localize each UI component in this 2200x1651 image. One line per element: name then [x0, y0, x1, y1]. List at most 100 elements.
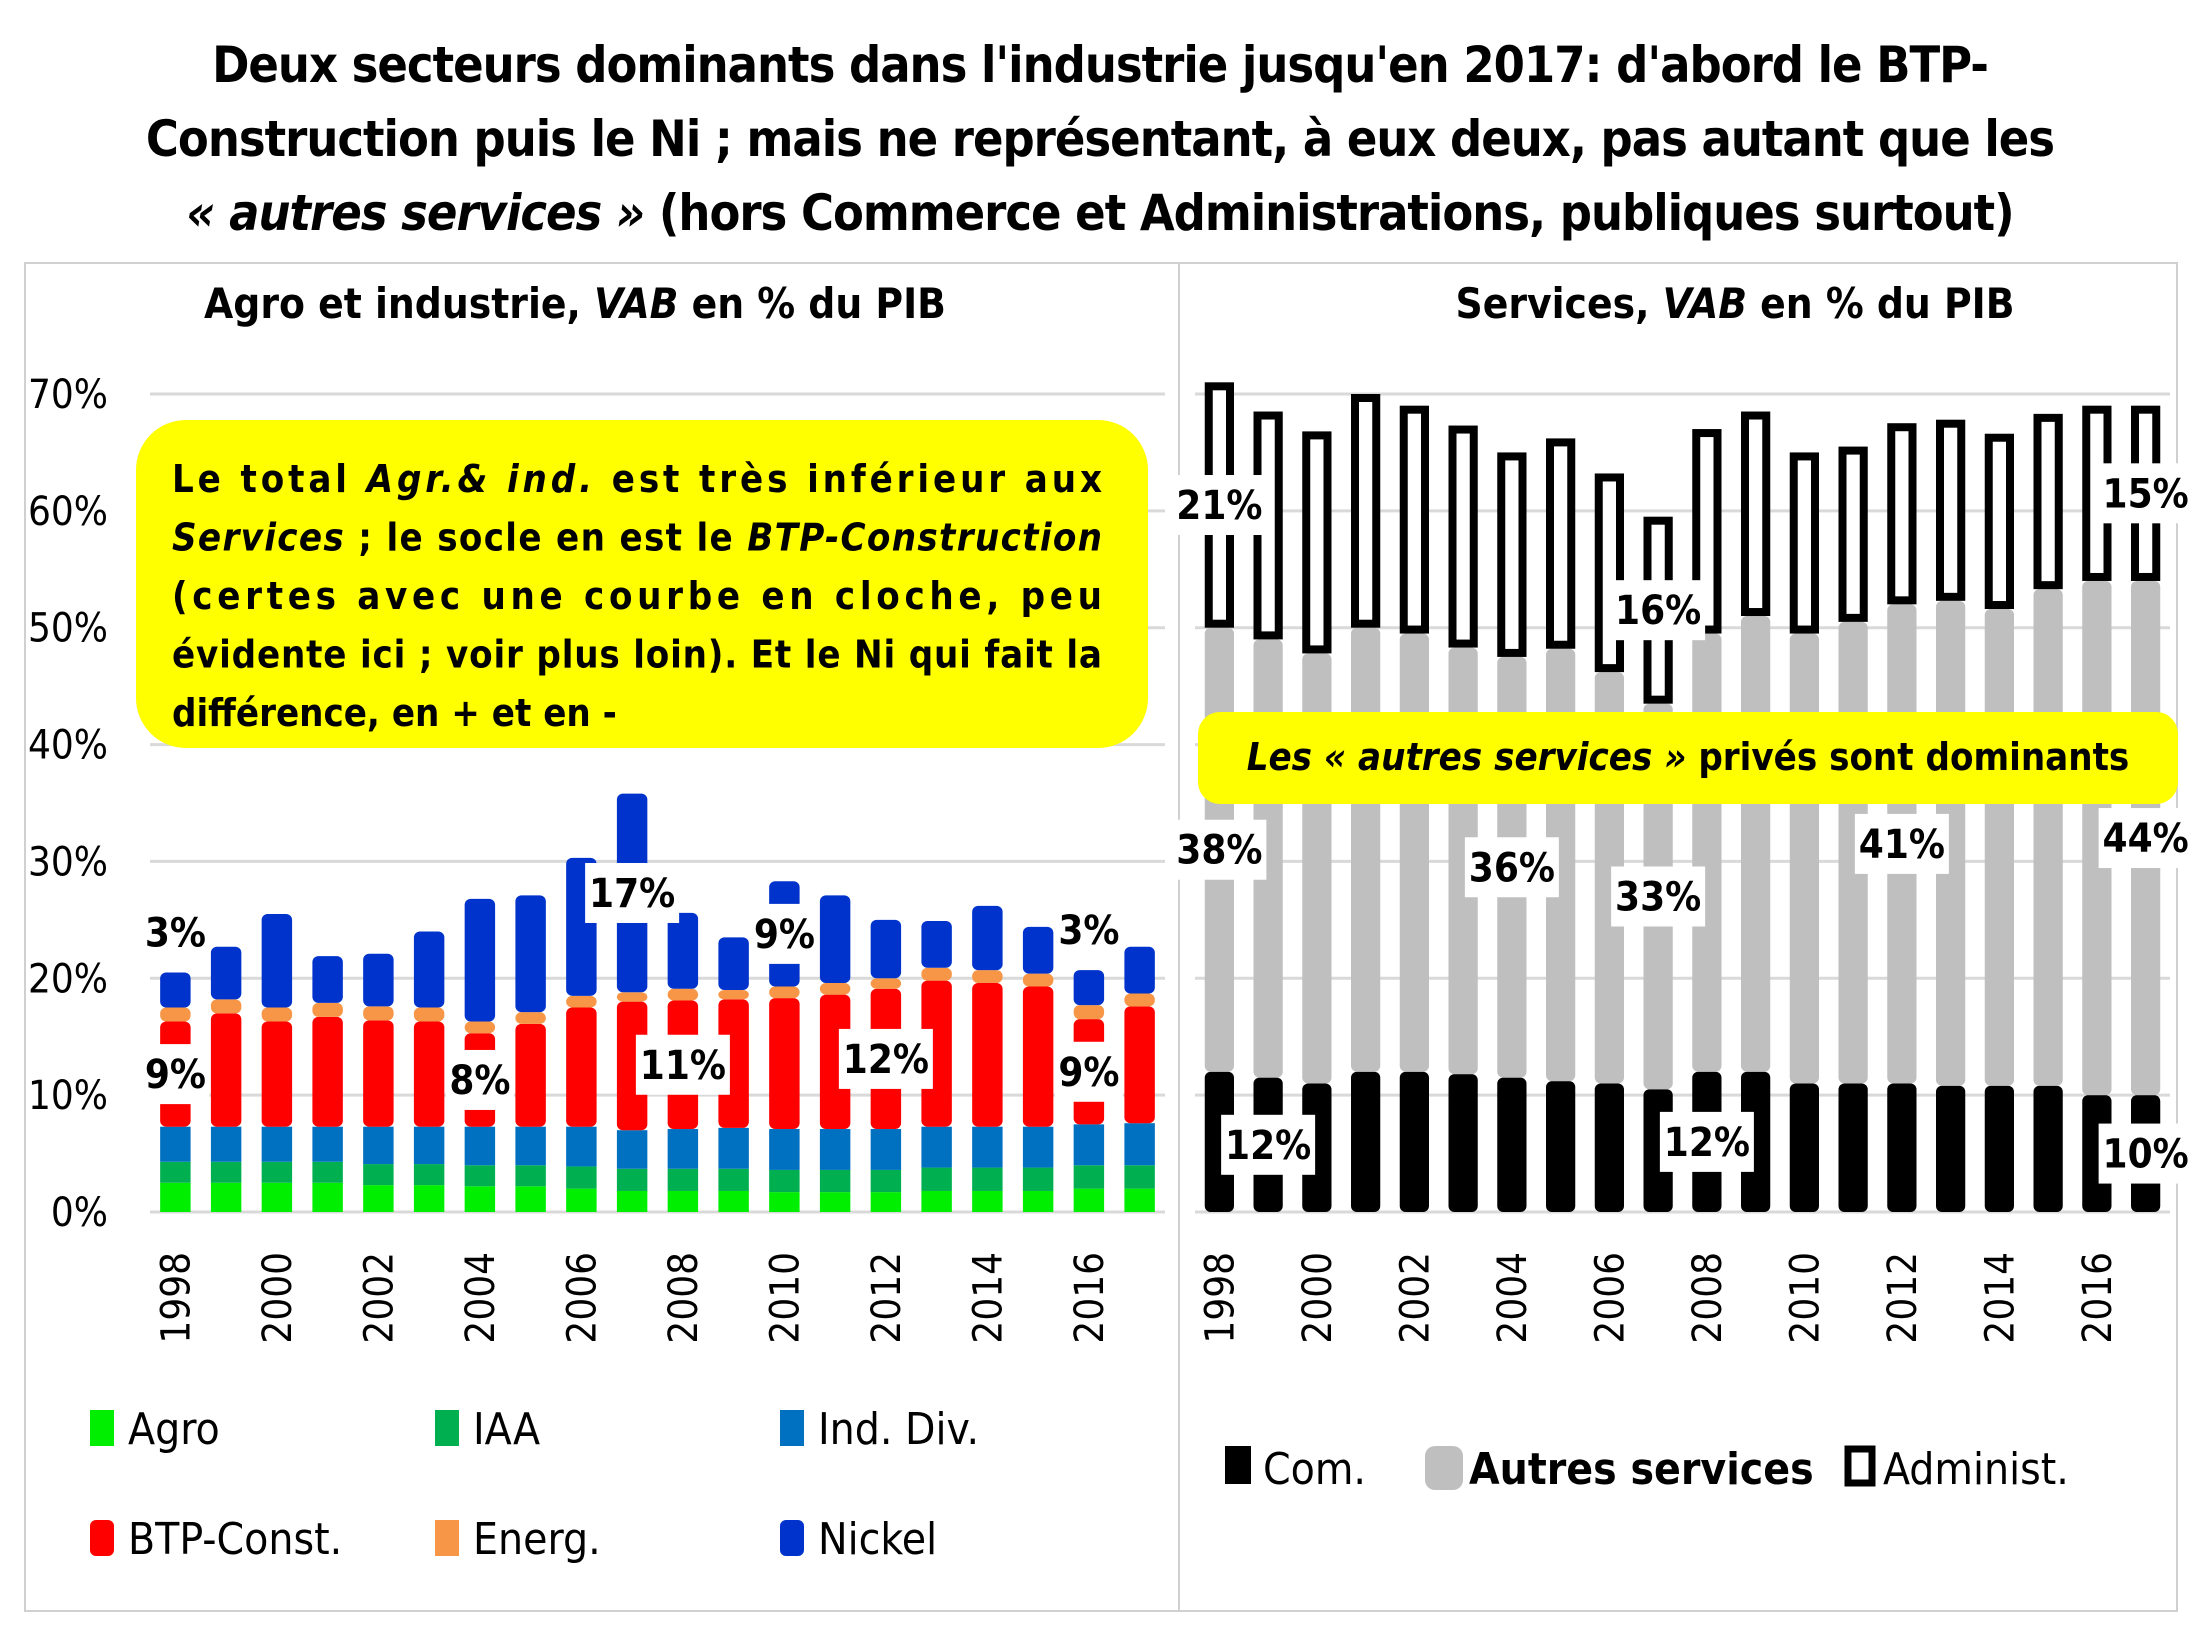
y-tick-label: 10%	[28, 1073, 108, 1119]
bar-nickel-2017	[1124, 946, 1155, 994]
x-tick-label: 2016	[2075, 1252, 2121, 1344]
x-tick-label: 2010	[762, 1252, 808, 1344]
chart-panel-2: Services, VAB en % du PIB 1998 2000 2002 200…	[1172, 279, 2193, 1495]
bar-administ--2012	[1887, 423, 1917, 605]
legend-swatch-iaa	[435, 1410, 459, 1446]
bar-ind-div--2008	[667, 1129, 699, 1169]
bar-btp-const--2014	[972, 982, 1003, 1127]
title-line-3-rest: (hors Commerce et Administrations, publi…	[644, 184, 2015, 242]
x-tick-label: 2008	[1685, 1252, 1731, 1344]
data-label-bg	[1611, 580, 1706, 641]
bar-agro-2007	[616, 1190, 648, 1212]
x-tick-label: 2002	[356, 1252, 402, 1344]
bar-energ--2014	[972, 970, 1003, 983]
chart-title-tail: en % du PIB	[678, 279, 945, 328]
annotation-segment: (certes avec une courbe en cloche, peu	[172, 574, 1102, 618]
data-label: 9%	[145, 1052, 206, 1098]
bar-autres-services-2016	[2082, 580, 2112, 1096]
data-label: 17%	[589, 871, 675, 917]
bar-energ--2009	[718, 989, 749, 1000]
bar-nickel-1998	[160, 972, 191, 1008]
data-label-bg	[2098, 1123, 2193, 1184]
bar-nickel-2009	[718, 937, 749, 990]
data-label: 21%	[1176, 483, 1262, 529]
bar-agro-2003	[413, 1185, 445, 1212]
bar-com--2001	[1351, 1071, 1381, 1212]
bar-ind-div--2000	[261, 1126, 293, 1162]
bar-autres-services-2014	[1984, 609, 2014, 1086]
x-tick-label: 2014	[1977, 1252, 2023, 1344]
bar-iaa-2001	[312, 1161, 343, 1183]
bar-com--2014	[1984, 1085, 2014, 1212]
data-label: 15%	[2103, 471, 2189, 517]
data-label-bg	[1172, 475, 1267, 536]
data-label-bg	[1054, 900, 1123, 961]
bar-ind-div--2006	[566, 1126, 597, 1167]
data-label-bg	[141, 1044, 210, 1105]
bar-agro-2010	[769, 1192, 800, 1212]
data-label: 3%	[1058, 908, 1119, 954]
bar-agro-2008	[667, 1190, 699, 1212]
bar-ind-div--2003	[413, 1126, 445, 1165]
bar-administ--2002	[1399, 405, 1429, 634]
bar-com--2010	[1789, 1083, 1819, 1212]
bar-ind-div--1998	[160, 1126, 191, 1162]
bar-agro-2013	[921, 1190, 952, 1212]
data-label: 12%	[843, 1037, 929, 1083]
bar-iaa-2012	[870, 1169, 902, 1193]
bar-com--2015	[2033, 1085, 2063, 1212]
bar-iaa-2017	[1124, 1165, 1155, 1189]
bar-autres-services-2015	[2033, 589, 2063, 1086]
bar-btp-const--2001	[312, 1016, 343, 1127]
y-tick-label: 30%	[28, 839, 108, 885]
bar-agro-2006	[566, 1188, 597, 1212]
bar-energ--2011	[819, 982, 851, 995]
data-label: 44%	[2103, 816, 2189, 862]
data-label-bg	[1172, 819, 1267, 880]
data-label-bg	[750, 903, 819, 964]
bar-nickel-2002	[363, 953, 394, 1007]
bar-iaa-2002	[363, 1164, 394, 1186]
bar-ind-div--2013	[921, 1126, 952, 1168]
data-label: 38%	[1176, 828, 1262, 874]
bar-btp-const--2003	[413, 1021, 445, 1127]
bar-nickel-2012	[870, 919, 902, 979]
bar-com--2004	[1497, 1077, 1527, 1212]
title-line-3-italic: « autres services »	[186, 184, 645, 242]
bar-administ--2010	[1789, 452, 1819, 634]
bar-energ--2008	[667, 988, 699, 1001]
bar-ind-div--2001	[312, 1126, 343, 1162]
annotation-segment: évidente ici ; voir plus loin). Et le Ni…	[172, 633, 1102, 677]
bar-administ--2015	[2033, 413, 2063, 590]
bar-btp-const--2006	[566, 1007, 597, 1127]
data-label-bg	[635, 1034, 730, 1095]
data-label-bg	[1221, 1114, 1316, 1175]
data-label: 9%	[754, 912, 815, 958]
bar-energ--1998	[160, 1007, 191, 1022]
bar-energ--2017	[1124, 993, 1155, 1007]
bar-energ--2004	[464, 1021, 496, 1034]
legend-swatch-ind-div-	[780, 1410, 804, 1446]
legend-swatch-administ	[1844, 1445, 1876, 1487]
bar-agro-2002	[363, 1185, 394, 1212]
legend-label: Autres services	[1469, 1444, 1814, 1495]
data-label: 12%	[1225, 1123, 1311, 1169]
bar-administ--2004	[1497, 452, 1527, 657]
x-tick-label: 2012	[1880, 1252, 1926, 1344]
bar-energ--1999	[210, 999, 242, 1014]
bar-nickel-1999	[210, 946, 242, 1000]
panel-divider	[1178, 262, 1180, 1612]
bar-btp-const--2013	[921, 980, 952, 1127]
chart-title-plain: Agro et industrie,	[204, 279, 594, 328]
x-tick-label: 1998	[1197, 1252, 1243, 1344]
main-title: Deux secteurs dominants dans l'industrie…	[60, 28, 2140, 250]
bar-btp-const--2002	[363, 1020, 394, 1127]
bar-administ--2011	[1838, 446, 1868, 622]
annotation-line: (certes avec une courbe en cloche, peu	[172, 574, 1102, 618]
bar-iaa-1999	[210, 1161, 242, 1183]
bar-administ--2014	[1984, 433, 2014, 610]
y-tick-label: 20%	[28, 956, 108, 1002]
chart-panel-1: Agro et industrie, VAB en % du PIB 0% 10% 2…	[28, 279, 1165, 1565]
bar-com--2003	[1448, 1074, 1478, 1212]
bar-btp-const--1999	[210, 1013, 242, 1127]
